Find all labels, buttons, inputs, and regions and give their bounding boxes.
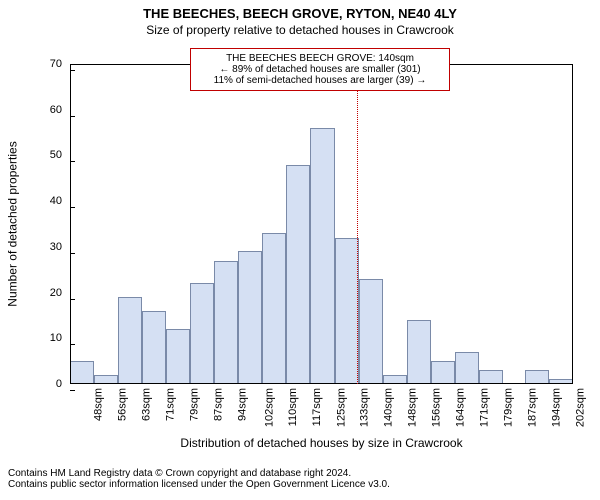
plot-area: Distribution of detached houses by size … (70, 64, 573, 384)
y-tick: 0 (56, 378, 70, 390)
x-tick: 102sqm (263, 388, 275, 427)
footer-line-2: Contains public sector information licen… (8, 479, 390, 490)
y-tick: 50 (50, 149, 70, 161)
x-tick: 56sqm (116, 388, 128, 421)
x-tick: 164sqm (455, 388, 467, 427)
y-tick: 30 (50, 241, 70, 253)
reference-line (357, 64, 358, 384)
x-tick: 110sqm (287, 388, 299, 426)
x-tick: 140sqm (383, 388, 395, 427)
x-axis-label: Distribution of detached houses by size … (70, 436, 573, 450)
x-tick: 202sqm (575, 388, 587, 427)
chart-title-main: THE BEECHES, BEECH GROVE, RYTON, NE40 4L… (0, 0, 600, 21)
y-tick: 70 (50, 58, 70, 70)
footer-line-1: Contains HM Land Registry data © Crown c… (8, 468, 390, 479)
y-tick: 20 (50, 287, 70, 299)
x-axis: Distribution of detached houses by size … (70, 384, 573, 444)
chart-title-sub: Size of property relative to detached ho… (0, 21, 600, 37)
x-tick: 171sqm (479, 388, 491, 427)
annotation-line-2: ← 89% of detached houses are smaller (30… (197, 64, 443, 75)
x-tick: 125sqm (335, 388, 347, 427)
y-tick: 60 (50, 104, 70, 116)
chart-container: THE BEECHES, BEECH GROVE, RYTON, NE40 4L… (0, 0, 600, 500)
y-tick: 10 (50, 332, 70, 344)
footer: Contains HM Land Registry data © Crown c… (8, 468, 390, 490)
y-axis-label-wrap: Number of detached properties (0, 64, 26, 384)
x-tick: 48sqm (92, 388, 104, 421)
x-tick: 194sqm (551, 388, 563, 427)
annotation-line-3: 11% of semi-detached houses are larger (… (197, 75, 443, 86)
x-tick: 79sqm (188, 388, 200, 421)
x-tick: 179sqm (503, 388, 515, 427)
x-tick: 133sqm (359, 388, 371, 427)
plot-border (70, 64, 573, 384)
x-tick: 94sqm (236, 388, 248, 421)
y-axis-label: Number of detached properties (6, 141, 20, 306)
y-tick: 40 (50, 195, 70, 207)
annotation-line-1: THE BEECHES BEECH GROVE: 140sqm (197, 53, 443, 64)
x-tick: 71sqm (164, 388, 176, 421)
x-tick: 117sqm (311, 388, 323, 426)
x-tick: 63sqm (140, 388, 152, 421)
x-tick: 187sqm (527, 388, 539, 427)
x-tick: 87sqm (212, 388, 224, 421)
annotation-box: THE BEECHES BEECH GROVE: 140sqm ← 89% of… (190, 48, 450, 91)
x-tick: 148sqm (407, 388, 419, 427)
x-tick: 156sqm (431, 388, 443, 427)
